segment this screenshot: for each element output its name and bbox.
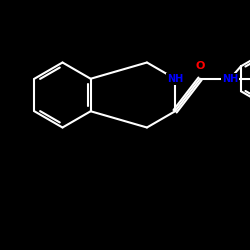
Text: NH: NH	[222, 74, 238, 84]
Text: O: O	[196, 61, 205, 71]
Text: NH: NH	[167, 74, 183, 84]
